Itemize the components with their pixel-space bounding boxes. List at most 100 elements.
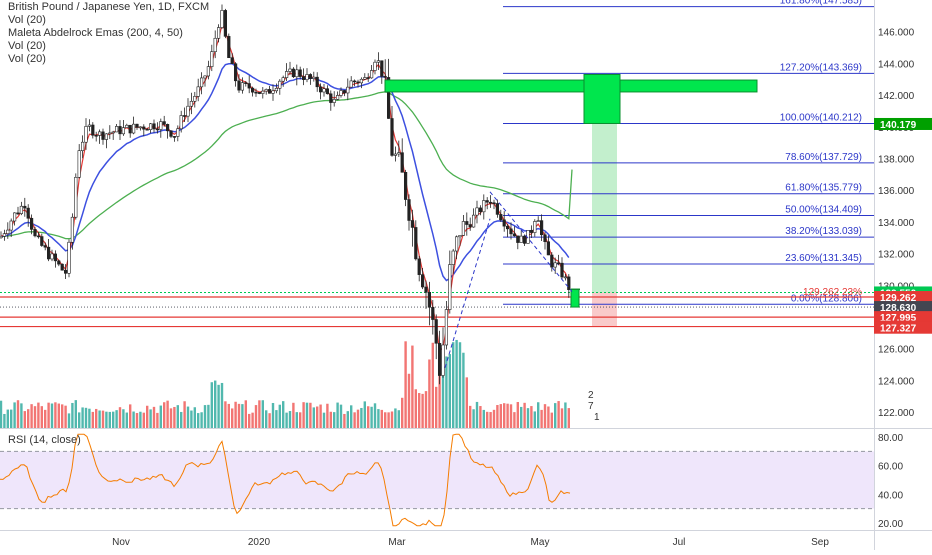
volume-bar <box>560 408 564 428</box>
volume-bar <box>173 406 176 428</box>
volume-bar <box>227 403 230 428</box>
volume-bar <box>10 409 13 428</box>
candle-body <box>172 136 177 138</box>
volume-bar <box>492 409 496 428</box>
trend-path <box>444 191 573 368</box>
candle-body <box>176 128 180 137</box>
candle-body <box>84 126 88 143</box>
volume-bar <box>506 403 509 428</box>
candle-body <box>533 221 537 233</box>
candle-body <box>115 126 119 133</box>
price-tick-label: 142.000 <box>878 91 915 102</box>
candle-body <box>121 127 125 135</box>
volume-bar <box>101 410 105 428</box>
candle-body <box>230 57 234 64</box>
fib-level-label: 23.60%(131.345) <box>785 253 862 264</box>
volume-bar <box>499 404 502 428</box>
volume-bar <box>438 373 441 428</box>
candle-body <box>162 121 166 125</box>
volume-bar <box>353 412 356 428</box>
volume-bar <box>394 408 397 428</box>
candle-body <box>135 123 139 128</box>
volume-bar <box>64 405 67 428</box>
candle-body <box>478 207 483 213</box>
candle-body <box>291 68 296 78</box>
volume-bar <box>472 409 475 428</box>
volume-annotation: 1 <box>594 412 600 423</box>
candle-body <box>196 86 200 97</box>
candle-body <box>206 66 211 77</box>
candle-body <box>301 76 306 80</box>
candle-body <box>407 199 411 221</box>
volume-bar <box>554 403 557 428</box>
volume-bar <box>237 403 241 428</box>
candle-body <box>346 86 350 94</box>
candle-body <box>339 90 343 96</box>
volume-bar <box>40 406 43 428</box>
volume-bar <box>190 410 193 428</box>
candle-body <box>169 130 173 137</box>
price-label-box <box>874 117 932 130</box>
volume-bar <box>108 411 111 428</box>
price-label-box <box>874 321 932 334</box>
candle-body <box>77 150 81 178</box>
rsi-tick-label: 60.00 <box>878 462 903 473</box>
price-label-text: 129.262 <box>880 293 917 304</box>
candle-body <box>485 200 489 203</box>
candle-body <box>57 260 61 265</box>
candle-body <box>149 123 153 131</box>
candle-body <box>13 212 17 222</box>
candle-body <box>94 134 98 137</box>
candle-body <box>19 205 24 214</box>
volume-bar <box>370 406 373 428</box>
loss-zone <box>592 292 617 327</box>
candle-body <box>502 219 506 227</box>
volume-bar <box>455 339 458 428</box>
candle-body <box>529 230 533 233</box>
volume-bar <box>316 406 319 428</box>
volume-bar <box>156 412 159 428</box>
fibonacci-layer: 161.80%(147.585) 127.20%(143.369) 100.00%(… <box>503 0 874 305</box>
legend-volume-3: Vol (20) <box>8 53 46 65</box>
price-tick-label: 146.000 <box>878 28 915 39</box>
volume-bar <box>275 410 278 428</box>
main-pane[interactable] <box>0 0 874 428</box>
candle-body <box>43 245 47 248</box>
volume-bar <box>329 411 332 428</box>
volume-bar <box>139 411 142 428</box>
candle-body <box>414 227 418 260</box>
legend-volume-2: Vol (20) <box>8 40 46 52</box>
volume-bar <box>384 412 387 428</box>
volume-bar <box>326 403 329 428</box>
volume-bar <box>105 411 108 428</box>
candle-body <box>349 80 353 88</box>
target-t-block <box>583 74 621 124</box>
volume-bar <box>78 412 81 428</box>
candle-body <box>495 203 500 215</box>
candle-body <box>108 132 112 135</box>
price-label-box <box>874 301 932 314</box>
volume-bar <box>411 345 414 428</box>
candle-body <box>315 76 319 88</box>
candle-body <box>46 246 51 260</box>
volume-bar <box>360 407 363 428</box>
volume-bar <box>387 412 390 428</box>
volume-bar <box>231 408 234 428</box>
volume-bar <box>350 405 353 428</box>
volume-bar <box>431 342 434 428</box>
volume-bar <box>547 406 550 428</box>
rsi-tick-label: 20.00 <box>878 519 903 530</box>
volume-bar <box>176 405 179 428</box>
candle-body <box>183 115 187 117</box>
legend-ema: Maleta Abdelrock Emas (200, 4, 50) <box>8 27 183 39</box>
volume-bar <box>203 405 207 428</box>
volume-bar <box>407 373 411 428</box>
fib-level-label: 78.60%(137.729) <box>785 152 862 163</box>
candle-body <box>217 27 221 39</box>
volume-bar <box>61 404 64 428</box>
candle-body <box>342 90 347 94</box>
candle-body <box>471 214 476 228</box>
volume-bar <box>462 352 465 428</box>
